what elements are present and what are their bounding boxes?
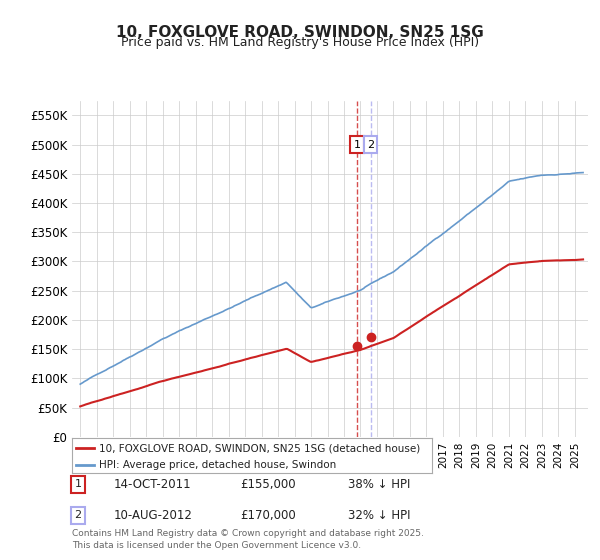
Text: 38% ↓ HPI: 38% ↓ HPI: [348, 478, 410, 491]
Text: £170,000: £170,000: [240, 508, 296, 522]
Text: 32% ↓ HPI: 32% ↓ HPI: [348, 508, 410, 522]
Text: 2: 2: [367, 139, 374, 150]
Text: £155,000: £155,000: [240, 478, 296, 491]
Text: 14-OCT-2011: 14-OCT-2011: [114, 478, 191, 491]
Text: Price paid vs. HM Land Registry's House Price Index (HPI): Price paid vs. HM Land Registry's House …: [121, 36, 479, 49]
Text: HPI: Average price, detached house, Swindon: HPI: Average price, detached house, Swin…: [99, 460, 336, 469]
Text: 10, FOXGLOVE ROAD, SWINDON, SN25 1SG: 10, FOXGLOVE ROAD, SWINDON, SN25 1SG: [116, 25, 484, 40]
Text: 2: 2: [74, 510, 82, 520]
Text: 1: 1: [353, 139, 361, 150]
Text: Contains HM Land Registry data © Crown copyright and database right 2025.
This d: Contains HM Land Registry data © Crown c…: [72, 529, 424, 550]
Text: 1: 1: [74, 479, 82, 489]
Text: 10, FOXGLOVE ROAD, SWINDON, SN25 1SG (detached house): 10, FOXGLOVE ROAD, SWINDON, SN25 1SG (de…: [99, 443, 420, 453]
Text: 10-AUG-2012: 10-AUG-2012: [114, 508, 193, 522]
